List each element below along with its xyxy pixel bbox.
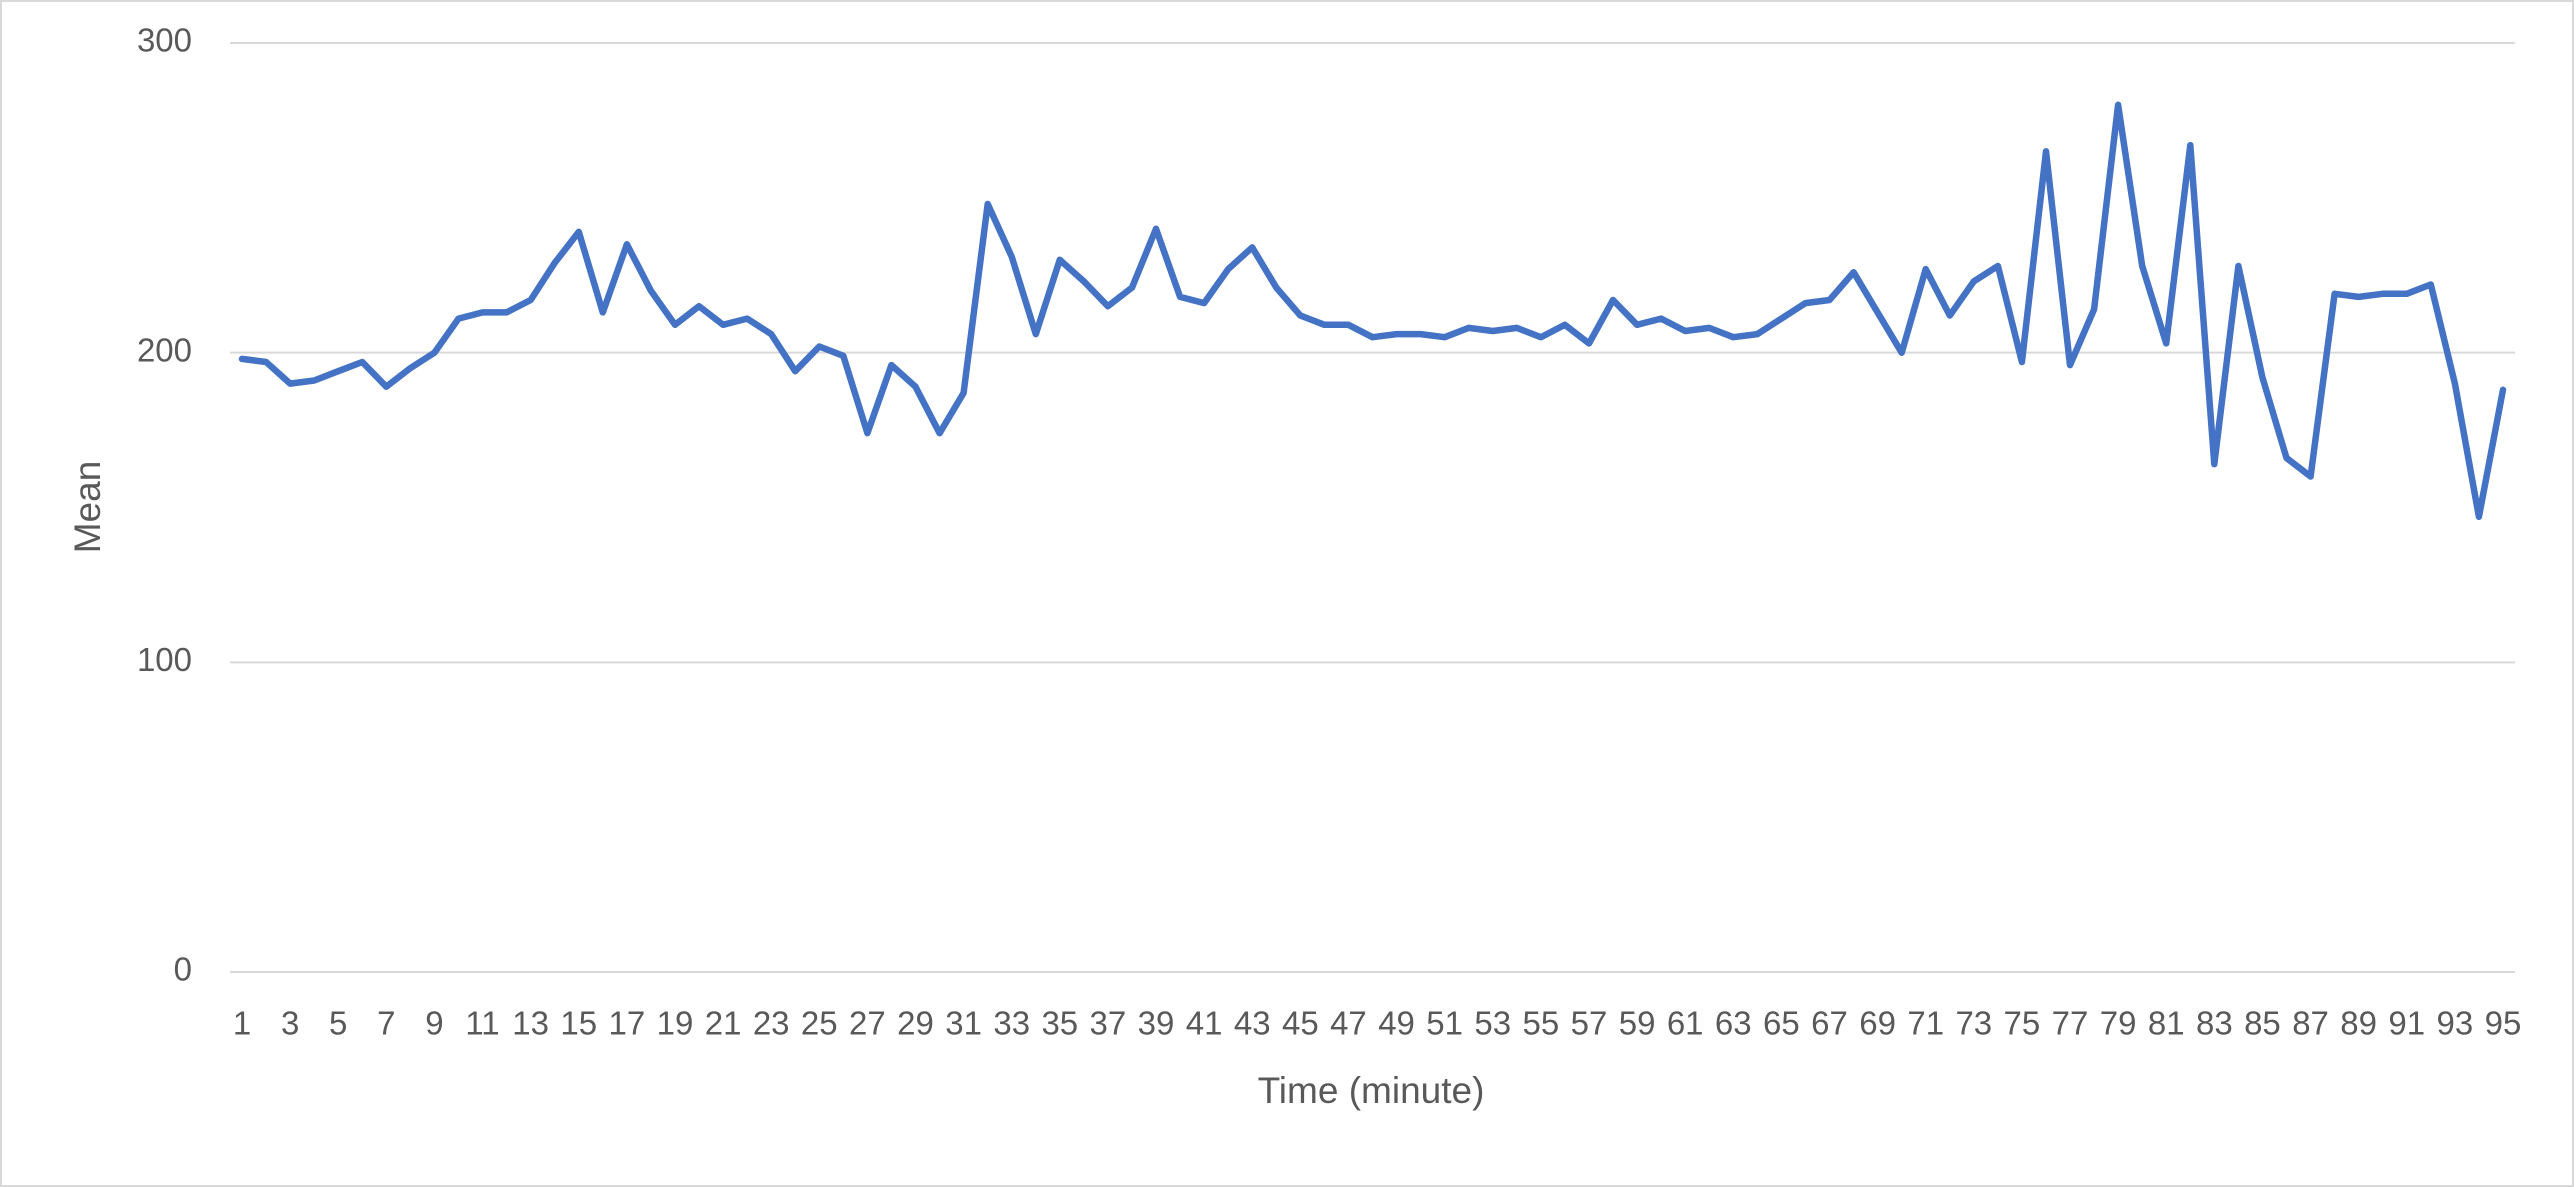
x-tick-label: 53	[1474, 1005, 1511, 1042]
x-tick-label: 19	[657, 1005, 694, 1042]
x-tick-label: 89	[2340, 1005, 2377, 1042]
x-tick-label: 59	[1619, 1005, 1656, 1042]
x-tick-label: 85	[2244, 1005, 2281, 1042]
x-tick-label: 83	[2196, 1005, 2233, 1042]
x-tick-label: 51	[1426, 1005, 1463, 1042]
x-tick-label: 43	[1234, 1005, 1271, 1042]
data-line	[238, 101, 2507, 521]
x-tick-label: 39	[1138, 1005, 1175, 1042]
x-tick-label: 13	[512, 1005, 549, 1042]
x-tick-label: 21	[705, 1005, 742, 1042]
x-tick-label: 63	[1715, 1005, 1752, 1042]
x-tick-label: 65	[1763, 1005, 1800, 1042]
y-tick-label: 200	[137, 331, 192, 368]
x-tick-label: 75	[2004, 1005, 2041, 1042]
x-tick-label: 61	[1667, 1005, 1704, 1042]
y-tick-label: 0	[174, 951, 192, 988]
x-tick-label: 3	[281, 1005, 299, 1042]
x-tick-label: 69	[1859, 1005, 1896, 1042]
x-tick-label: 27	[849, 1005, 886, 1042]
x-tick-label: 5	[329, 1005, 347, 1042]
x-tick-label: 49	[1378, 1005, 1415, 1042]
x-tick-label: 91	[2388, 1005, 2425, 1042]
x-tick-label: 73	[1955, 1005, 1992, 1042]
x-tick-label: 95	[2485, 1005, 2522, 1042]
x-tick-label: 29	[897, 1005, 934, 1042]
x-tick-label: 41	[1186, 1005, 1223, 1042]
x-tick-label: 45	[1282, 1005, 1319, 1042]
x-tick-label: 87	[2292, 1005, 2329, 1042]
x-tick-label: 37	[1090, 1005, 1127, 1042]
x-tick-label: 7	[377, 1005, 395, 1042]
x-tick-label: 81	[2148, 1005, 2185, 1042]
x-tick-label: 35	[1041, 1005, 1078, 1042]
x-tick-label: 47	[1330, 1005, 1367, 1042]
x-tick-label: 77	[2052, 1005, 2089, 1042]
x-tick-label: 71	[1907, 1005, 1944, 1042]
x-tick-label: 15	[560, 1005, 597, 1042]
x-tick-label: 93	[2437, 1005, 2474, 1042]
x-tick-label: 33	[993, 1005, 1030, 1042]
x-tick-label: 11	[465, 1005, 499, 1042]
x-tick-label: 67	[1811, 1005, 1848, 1042]
y-axis-title: Mean	[67, 461, 108, 554]
x-tick-label: 23	[753, 1005, 790, 1042]
x-tick-label: 57	[1571, 1005, 1608, 1042]
x-tick-label: 79	[2100, 1005, 2137, 1042]
x-tick-label: 9	[425, 1005, 443, 1042]
x-axis-title: Time (minute)	[1258, 1070, 1485, 1111]
x-tick-label: 31	[945, 1005, 982, 1042]
x-tick-label: 1	[233, 1005, 251, 1042]
x-tick-label: 17	[609, 1005, 646, 1042]
y-tick-label: 100	[137, 641, 192, 678]
y-tick-label: 300	[137, 22, 192, 59]
x-tick-label: 25	[801, 1005, 838, 1042]
x-tick-label: 55	[1523, 1005, 1560, 1042]
